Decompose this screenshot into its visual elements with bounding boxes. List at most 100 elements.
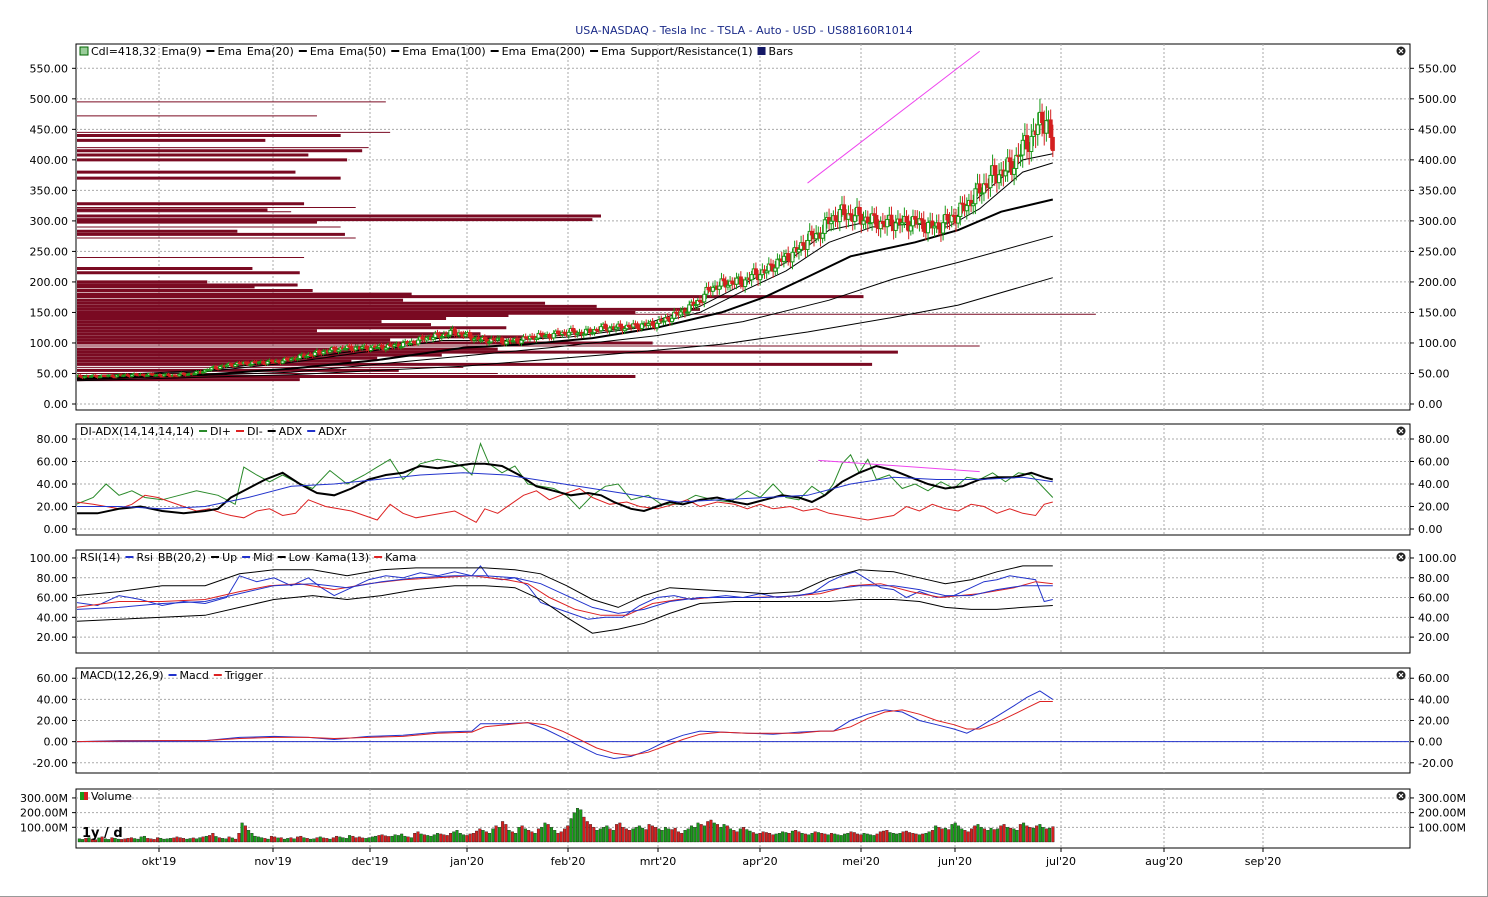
x-axis-label: jan'20 <box>449 855 484 868</box>
rsi-ytick-left: 100.00 <box>30 552 69 565</box>
macd-close-icon[interactable] <box>1396 670 1406 680</box>
candle-body <box>695 299 700 306</box>
close-icon[interactable] <box>1398 48 1404 54</box>
volume-bar <box>813 831 817 843</box>
volume-bar <box>312 838 316 843</box>
price-close-icon[interactable] <box>1396 46 1406 56</box>
candle-body <box>945 214 950 221</box>
price-legend-item[interactable]: Ema <box>310 45 334 58</box>
rsi-legend-item[interactable]: BB(20,2) <box>158 551 206 564</box>
volume-bar <box>211 833 215 843</box>
price-legend-item[interactable]: Ema(9) <box>161 45 201 58</box>
volume-bar <box>315 837 319 843</box>
candle-body <box>1020 139 1025 156</box>
rsi-ytick-left: 20.00 <box>37 631 69 644</box>
price-legend-item[interactable]: Ema <box>502 45 526 58</box>
macd-legend-item[interactable]: MACD(12,26,9) <box>80 669 164 682</box>
volume-bar <box>214 836 218 843</box>
volume-bar <box>914 833 918 843</box>
price-legend-item[interactable]: Cdl=418,32 <box>91 45 156 58</box>
close-icon[interactable] <box>1398 554 1404 560</box>
volume-bar <box>745 829 749 843</box>
volume-bar <box>335 835 339 843</box>
candle-body <box>342 347 347 350</box>
candle-body <box>405 341 410 345</box>
trendline[interactable] <box>818 459 980 473</box>
volume-bar <box>396 835 400 843</box>
volume-ytick-left: 100.00M <box>20 821 68 834</box>
rsi-legend-item[interactable]: RSI(14) <box>80 551 120 564</box>
rsi-legend-item[interactable]: Kama(13) <box>315 551 369 564</box>
price-legend-item[interactable]: Bars <box>769 45 794 58</box>
price-ytick-left: 550.00 <box>30 62 69 75</box>
price-legend-item[interactable]: Ema <box>402 45 426 58</box>
candle-body <box>949 214 954 223</box>
adx-legend-item[interactable]: ADX <box>279 425 303 438</box>
rsi-legend-item[interactable]: Low <box>289 551 311 564</box>
volume-bar <box>953 822 957 843</box>
candle-body <box>297 354 302 359</box>
volume-legend-item[interactable]: Volume <box>91 790 132 803</box>
candle-body <box>827 217 832 225</box>
rsi-legend-item[interactable]: Kama <box>385 551 416 564</box>
volume-bar <box>761 831 765 843</box>
candle-body <box>398 346 403 349</box>
volume-bar <box>279 837 283 843</box>
adx-legend-item[interactable]: DI+ <box>210 425 231 438</box>
rsi-legend-item[interactable]: Rsi <box>136 551 152 564</box>
rsi-legend-item[interactable]: Mid <box>253 551 273 564</box>
candle-body <box>861 220 866 225</box>
adx-legend-item[interactable]: DI-ADX(14,14,14,14) <box>80 425 194 438</box>
volume-bar <box>904 830 908 843</box>
candle-body <box>898 218 903 225</box>
candle-body <box>521 336 526 341</box>
volume-close-icon[interactable] <box>1396 791 1406 801</box>
volume-bar <box>364 838 368 843</box>
close-icon[interactable] <box>1398 428 1404 434</box>
rsi-close-icon[interactable] <box>1396 552 1406 562</box>
price-legend-item[interactable]: Ema <box>217 45 241 58</box>
close-icon[interactable] <box>1398 793 1404 799</box>
volume-bar <box>667 828 671 843</box>
volume-bar <box>282 838 286 843</box>
adx-close-icon[interactable] <box>1396 426 1406 436</box>
volume-bar <box>696 822 700 843</box>
adx-legend-item[interactable]: DI- <box>247 425 263 438</box>
x-axis-label: nov'19 <box>254 855 291 868</box>
price-legend-item[interactable]: Ema(50) <box>339 45 386 58</box>
macd-legend-item[interactable]: Trigger <box>224 669 263 682</box>
price-legend-item[interactable]: Ema(100) <box>432 45 486 58</box>
candle-body <box>730 280 735 284</box>
volume-bar <box>768 833 772 843</box>
candle-body <box>801 242 806 246</box>
candle-body <box>607 327 612 332</box>
volume-bar <box>634 827 638 843</box>
candle-body <box>571 327 576 332</box>
price-legend-item[interactable]: Ema(200) <box>531 45 585 58</box>
volume-bar <box>81 839 85 843</box>
candle-body <box>900 222 905 225</box>
price-legend-item[interactable]: Support/Resistance(1) <box>630 45 752 58</box>
candle-body <box>385 344 390 349</box>
price-legend-item[interactable]: Ema <box>601 45 625 58</box>
macd-legend-item[interactable]: Macd <box>180 669 209 682</box>
price-legend-item[interactable]: Ema(20) <box>247 45 294 58</box>
volume-bar <box>227 836 231 843</box>
candle-body <box>859 213 864 225</box>
volume-bar <box>699 824 703 843</box>
volume-bar <box>442 834 446 843</box>
candle-body <box>1014 154 1019 169</box>
candle-body <box>439 336 444 339</box>
volume-bar <box>1005 827 1009 843</box>
adx-legend-item[interactable]: ADXr <box>318 425 347 438</box>
volume-bar <box>452 831 456 843</box>
candle-body <box>317 350 322 354</box>
period-label[interactable]: 1y / d <box>82 826 123 841</box>
volume-bar <box>419 833 423 843</box>
close-icon[interactable] <box>1398 672 1404 678</box>
trendline[interactable] <box>807 50 980 184</box>
adx-ytick-right: 20.00 <box>1418 501 1450 514</box>
volume-ytick-right: 100.00M <box>1418 821 1466 834</box>
rsi-legend-item[interactable]: Up <box>222 551 237 564</box>
volume-bar <box>755 833 759 843</box>
